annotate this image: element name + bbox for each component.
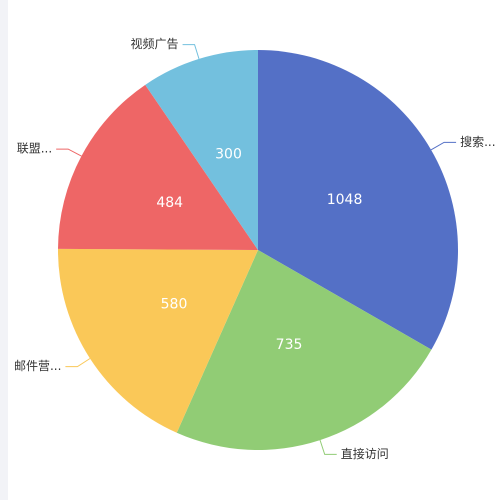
category-label: 联盟...	[17, 142, 52, 156]
value-label: 735	[276, 337, 303, 353]
pie-slice	[58, 84, 258, 250]
pie-slice	[176, 250, 432, 450]
category-label: 直接访问	[341, 446, 389, 461]
leader-line	[182, 44, 200, 60]
category-label: 视频广告	[131, 36, 179, 51]
leader-line	[56, 148, 82, 157]
category-label: 搜索...	[460, 134, 495, 149]
pie-slice	[145, 50, 258, 250]
side-strip	[0, 0, 8, 500]
leader-line	[430, 141, 457, 151]
category-label: 邮件营...	[14, 359, 61, 373]
leader-line	[319, 439, 337, 455]
value-label: 484	[156, 195, 183, 211]
value-label: 580	[161, 296, 188, 312]
pie-slice	[258, 50, 458, 350]
value-label: 1048	[327, 192, 363, 208]
pie-slice	[57, 248, 259, 433]
leader-line	[65, 358, 91, 368]
value-label: 300	[215, 146, 242, 162]
